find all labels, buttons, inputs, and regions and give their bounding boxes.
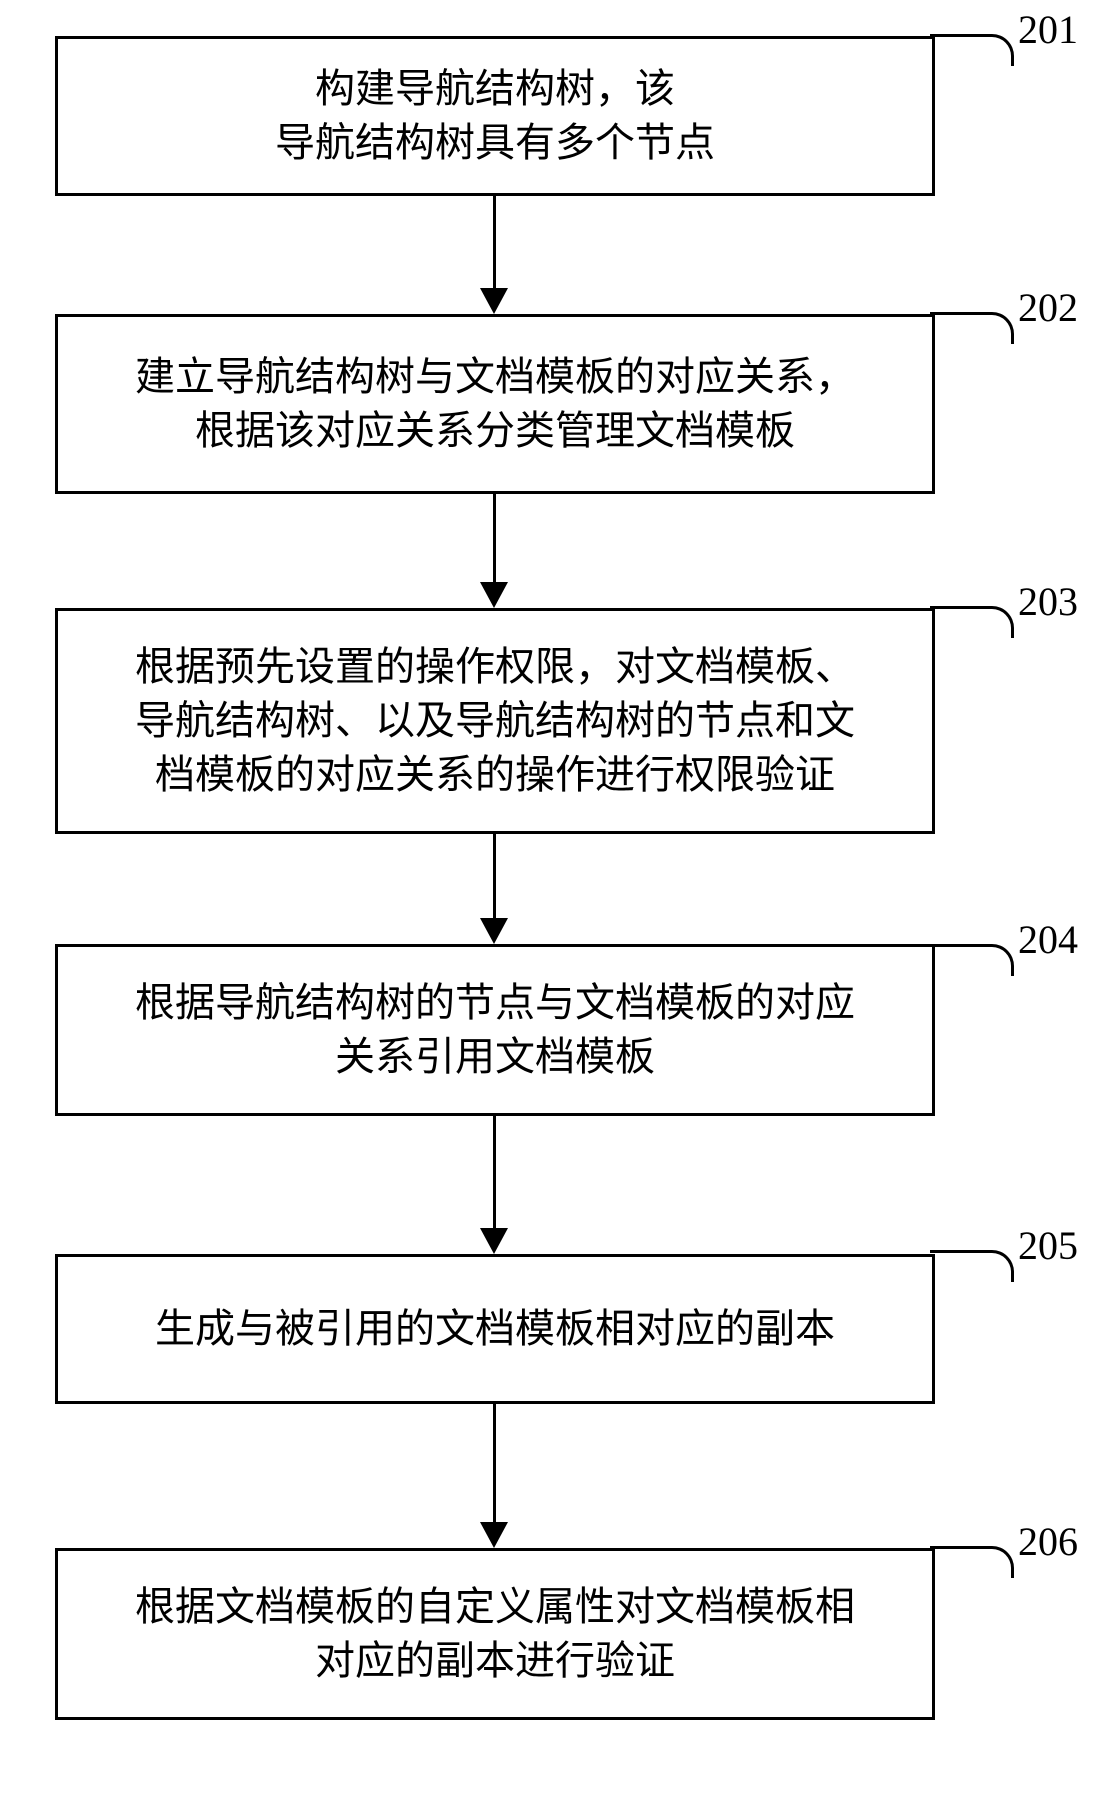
- arrow-4-line: [493, 1116, 496, 1228]
- ref-label-205: 205: [1018, 1222, 1078, 1269]
- flow-node-205: 生成与被引用的文档模板相对应的副本: [55, 1254, 935, 1404]
- flow-node-203-text: 根据预先设置的操作权限，对文档模板、 导航结构树、以及导航结构树的节点和文 档模…: [135, 640, 855, 802]
- callout-201: [930, 34, 1014, 66]
- flow-node-202-text: 建立导航结构树与文档模板的对应关系， 根据该对应关系分类管理文档模板: [135, 350, 855, 458]
- flow-node-203: 根据预先设置的操作权限，对文档模板、 导航结构树、以及导航结构树的节点和文 档模…: [55, 608, 935, 834]
- flow-node-202: 建立导航结构树与文档模板的对应关系， 根据该对应关系分类管理文档模板: [55, 314, 935, 494]
- flow-node-201: 构建导航结构树，该 导航结构树具有多个节点: [55, 36, 935, 196]
- callout-204: [930, 944, 1014, 976]
- arrow-1-head: [480, 288, 508, 314]
- flowchart-canvas: 构建导航结构树，该 导航结构树具有多个节点 建立导航结构树与文档模板的对应关系，…: [0, 0, 1118, 1811]
- flow-node-206-text: 根据文档模板的自定义属性对文档模板相 对应的副本进行验证: [135, 1580, 855, 1688]
- flow-node-204-text: 根据导航结构树的节点与文档模板的对应 关系引用文档模板: [135, 976, 855, 1084]
- flow-node-204: 根据导航结构树的节点与文档模板的对应 关系引用文档模板: [55, 944, 935, 1116]
- ref-label-202: 202: [1018, 284, 1078, 331]
- arrow-3-line: [493, 834, 496, 918]
- arrow-5-line: [493, 1404, 496, 1522]
- ref-label-204: 204: [1018, 916, 1078, 963]
- flow-node-205-text: 生成与被引用的文档模板相对应的副本: [155, 1302, 835, 1356]
- flow-node-206: 根据文档模板的自定义属性对文档模板相 对应的副本进行验证: [55, 1548, 935, 1720]
- arrow-1-line: [493, 196, 496, 288]
- arrow-2-line: [493, 494, 496, 582]
- arrow-4-head: [480, 1228, 508, 1254]
- flow-node-201-text: 构建导航结构树，该 导航结构树具有多个节点: [275, 62, 715, 170]
- ref-label-201: 201: [1018, 6, 1078, 53]
- callout-203: [930, 606, 1014, 638]
- callout-202: [930, 312, 1014, 344]
- callout-205: [930, 1250, 1014, 1282]
- ref-label-203: 203: [1018, 578, 1078, 625]
- arrow-3-head: [480, 918, 508, 944]
- arrow-2-head: [480, 582, 508, 608]
- arrow-5-head: [480, 1522, 508, 1548]
- callout-206: [930, 1546, 1014, 1578]
- ref-label-206: 206: [1018, 1518, 1078, 1565]
